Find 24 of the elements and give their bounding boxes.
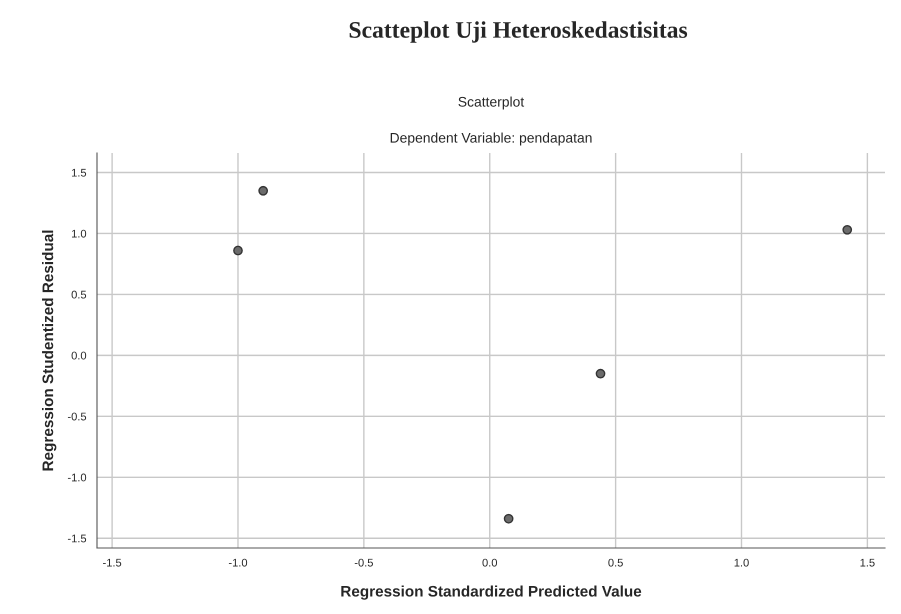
point [842, 224, 852, 235]
x-tick-label: 1.5 [860, 558, 875, 567]
chart-subtitle: Scatterplot [458, 96, 524, 110]
y-tick-label: 0.0 [72, 352, 86, 360]
x-tick-label: 0.0 [482, 558, 498, 567]
y-tick-label: 1.0 [72, 230, 86, 238]
chart-title: Scatteplot Uji Heteroskedastisitas [350, 21, 688, 43]
text: Dependent Variable: pendapatan [390, 132, 592, 146]
x-tick-label: -1.5 [103, 558, 122, 567]
point [233, 246, 243, 256]
y-tick-label: 1.5 [72, 168, 86, 177]
point [504, 514, 514, 524]
point [258, 186, 268, 196]
x-axis-title: Regression Standardized Predicted Value [341, 585, 642, 600]
x-tick-label: 1.0 [734, 558, 749, 567]
y-tick-label: -0.5 [68, 412, 86, 420]
y-tick-label: -1.0 [68, 474, 86, 482]
x-tick-label: -1.0 [228, 558, 248, 567]
y-tick-label: 0.5 [72, 290, 86, 299]
x-tick-label: -0.5 [354, 558, 373, 567]
y-axis-title: Regression Studentized Residual [42, 230, 56, 470]
x-tick-label: 0.5 [608, 558, 623, 567]
y-tick-label: -1.5 [68, 534, 86, 542]
point [596, 368, 606, 379]
